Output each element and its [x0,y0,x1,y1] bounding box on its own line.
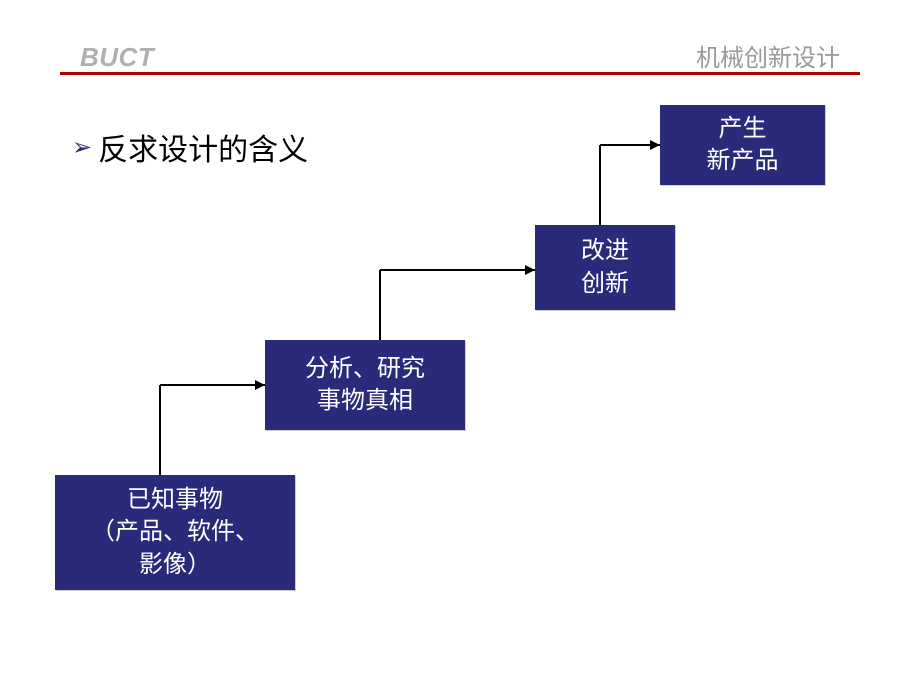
flowchart-node-n1: 已知事物（产品、软件、影像） [55,475,295,590]
logo: BUCT [80,42,154,73]
section-title: ➢ 反求设计的含义 [72,125,308,169]
header-subtitle: 机械创新设计 [696,38,840,73]
flowchart-node-n3: 改进创新 [535,225,675,310]
header-divider [60,72,860,75]
chevron-right-icon: ➢ [72,133,92,162]
node-text: 创新 [581,268,629,300]
header: BUCT 机械创新设计 [0,38,920,73]
node-text: 分析、研究 [305,353,425,385]
node-text: 新产品 [707,145,779,177]
node-text: 改进 [581,235,629,267]
flowchart-edge-n2-n3 [370,260,549,350]
node-text: 产生 [719,113,767,145]
section-title-text: 反求设计的含义 [98,125,308,169]
flowchart-node-n2: 分析、研究事物真相 [265,340,465,430]
node-text: （产品、软件、 [91,516,259,548]
node-text: 事物真相 [317,385,413,417]
flowchart-edge-n1-n2 [150,375,279,485]
node-text: 已知事物 [127,484,223,516]
node-text: 影像） [139,549,211,581]
flowchart-node-n4: 产生新产品 [660,105,825,185]
